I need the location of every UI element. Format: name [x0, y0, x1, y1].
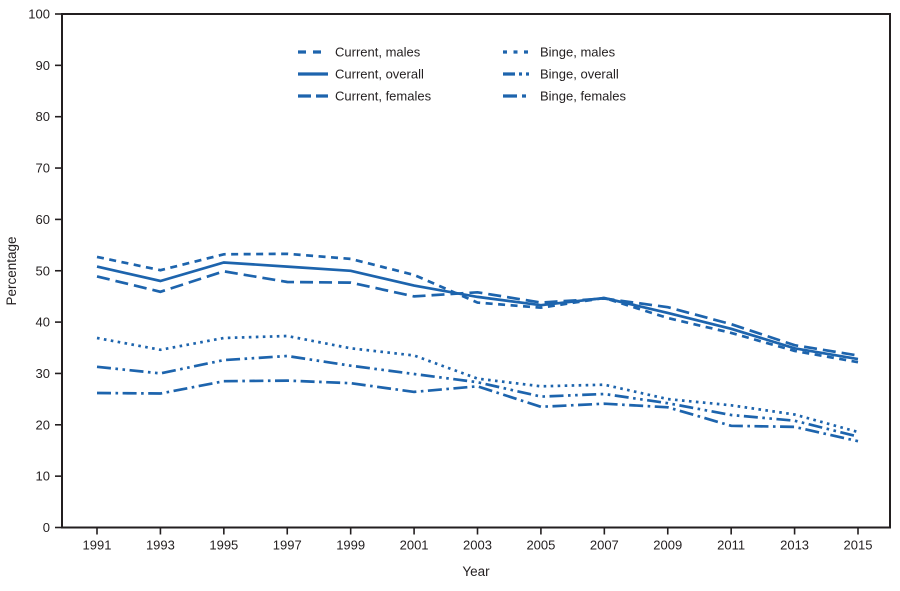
legend-item-label: Current, overall [335, 67, 424, 82]
legend-item-current-overall: Current, overall [298, 67, 424, 82]
y-tick-label: 90 [36, 58, 50, 73]
legend-item-binge-males: Binge, males [503, 45, 616, 60]
series-line-current-overall [96, 261, 859, 361]
legend-item-binge-overall: Binge, overall [503, 67, 619, 82]
y-tick-label: 60 [36, 212, 50, 227]
x-tick-label: 2005 [526, 538, 555, 553]
series-line-binge-females [96, 379, 859, 443]
x-tick-label: 1999 [336, 538, 365, 553]
legend-item-label: Binge, males [540, 45, 616, 60]
series-line-current-males [96, 252, 859, 364]
y-tick-label: 100 [28, 7, 50, 22]
x-tick-label: 2007 [590, 538, 619, 553]
y-tick-label: 0 [43, 520, 50, 535]
y-tick-label: 50 [36, 263, 50, 278]
legend-item-current-females: Current, females [298, 89, 432, 104]
legend-item-label: Current, males [335, 45, 421, 60]
x-tick-label: 1995 [209, 538, 238, 553]
legend-item-label: Binge, overall [540, 67, 619, 82]
legend-item-label: Binge, females [540, 89, 626, 104]
y-tick-label: 70 [36, 161, 50, 176]
x-tick-label: 2001 [400, 538, 429, 553]
x-tick-label: 2003 [463, 538, 492, 553]
legend-item-current-males: Current, males [298, 45, 421, 60]
y-tick-label: 20 [36, 417, 50, 432]
x-tick-label: 2015 [844, 538, 873, 553]
x-tick-label: 2011 [717, 538, 745, 553]
x-tick-label: 2013 [780, 538, 809, 553]
series-line-current-females [96, 269, 859, 357]
series-line-binge-overall [96, 354, 859, 438]
x-tick-label: 2009 [653, 538, 682, 553]
x-axis-title: Year [462, 564, 490, 579]
plot-frame [61, 13, 891, 529]
series-line-binge-males [96, 334, 859, 434]
y-tick-label: 40 [36, 315, 50, 330]
legend-item-label: Current, females [335, 89, 432, 104]
y-tick-label: 10 [36, 469, 50, 484]
y-tick-label: 80 [36, 109, 50, 124]
legend-item-binge-females: Binge, females [503, 89, 626, 104]
y-axis-title: Percentage [4, 236, 19, 305]
x-tick-label: 1991 [83, 538, 112, 553]
y-tick-label: 30 [36, 366, 50, 381]
x-tick-label: 1993 [146, 538, 175, 553]
x-tick-label: 1997 [273, 538, 302, 553]
